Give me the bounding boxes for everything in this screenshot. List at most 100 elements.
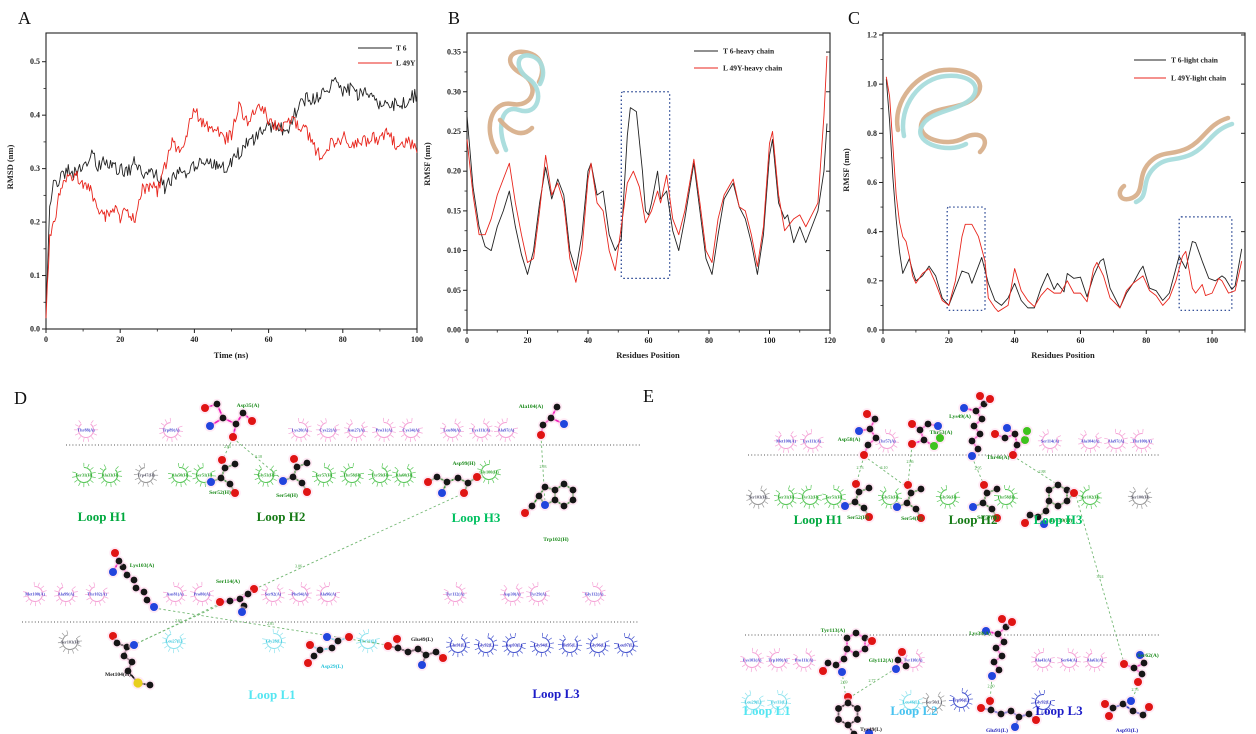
atom-c xyxy=(464,479,472,487)
hydrophobic-contact-arc: Ser114(A) xyxy=(1037,429,1063,453)
text-label: Ser52(H) xyxy=(209,489,231,496)
inset-heavy-chain-structure xyxy=(487,49,546,155)
hydrophobic-contact-arc: Gly96(L) xyxy=(585,632,611,658)
atom-n xyxy=(1003,424,1011,432)
text-label: Loop H2 xyxy=(257,509,306,524)
atom-c xyxy=(535,492,543,500)
atom-n xyxy=(1040,520,1048,528)
hydrophobic-contact-arc: Ser31(H) xyxy=(72,462,96,488)
atom-o xyxy=(917,514,925,522)
atom-n xyxy=(969,503,977,511)
hydrogen-bond xyxy=(540,435,546,504)
text-label: Gly53(H) xyxy=(257,473,275,478)
atom-c xyxy=(560,502,568,510)
text-label: Ala60(H) xyxy=(396,473,414,478)
text-label: Loop H1 xyxy=(794,512,843,527)
atom-c xyxy=(871,415,879,423)
atom-x xyxy=(1023,427,1031,435)
residue-ser54h: Ser54(H) xyxy=(276,453,313,499)
atom-c xyxy=(433,473,441,481)
text-label: Asp99(H) xyxy=(453,460,476,467)
text-label: 0 xyxy=(881,336,885,345)
atom-c xyxy=(835,705,842,712)
hydrophobic-contact-arc: Tyr32(H) xyxy=(797,484,822,510)
atom-c xyxy=(1034,513,1042,521)
hydrophobic-contact-arc: Lys20(A) xyxy=(287,417,313,443)
text-label: Lys20(A) xyxy=(292,428,309,433)
text-label: Ser51(H) xyxy=(196,473,213,478)
text-label: L 49Y-heavy chain xyxy=(723,64,783,73)
text-label: Leu27(L) xyxy=(165,639,183,644)
hydrophobic-contact-arc: Gly100(H) xyxy=(477,459,501,485)
text-label: Asn81(A) xyxy=(166,592,184,597)
text-label: 2.95 xyxy=(975,466,982,471)
residue-glu91l: Glu91(L) xyxy=(975,695,1042,734)
text-label: 0.10 xyxy=(447,246,461,255)
text-label: Ser103(H) xyxy=(749,495,768,500)
hydrophobic-contact-arc: Lys111(A) xyxy=(799,428,825,454)
text-label: Ala104(A) xyxy=(519,403,544,410)
atom-c xyxy=(1139,711,1147,719)
atom-c xyxy=(551,486,559,494)
atom-n xyxy=(238,608,246,616)
atom-c xyxy=(1140,659,1148,667)
hydrophobic-contact-arc: Gly28(L) xyxy=(262,628,286,654)
atom-o xyxy=(384,642,392,650)
text-label: Gly94(L) xyxy=(534,643,551,648)
atom-c xyxy=(560,480,568,488)
atom-c xyxy=(539,421,547,429)
atom-c xyxy=(972,407,980,415)
atom-c xyxy=(432,648,440,656)
text-label: Thr100(A) xyxy=(1132,439,1152,444)
hydrophobic-contact-arc: Tyr112(A) xyxy=(442,581,468,607)
atom-n xyxy=(438,489,446,497)
residue-ser114a: Ser114(A) xyxy=(214,578,260,618)
atom-o xyxy=(231,489,239,497)
atom-n xyxy=(1136,651,1144,659)
text-label: Met100(A) xyxy=(776,439,796,444)
chart-panel-b: 0 20 40 60 80 100 120 0.00 0.05 0.10 0.15 0.20 0.25 0… xyxy=(422,32,836,360)
text-label: Cys22(A) xyxy=(319,428,337,433)
hydrophobic-contact-arc: Ala99(A) xyxy=(54,582,78,607)
atom-x xyxy=(936,434,944,442)
atom-n xyxy=(418,661,426,669)
atom-c xyxy=(422,651,430,659)
hydrophobic-contact-arc: Ala63(A) xyxy=(1083,648,1107,673)
atom-c xyxy=(917,485,925,493)
atom-c xyxy=(865,484,873,492)
text-label: Trp96(L) xyxy=(953,698,970,703)
text-label: Ile95(L) xyxy=(563,643,578,648)
series-l-49y-heavy-chain xyxy=(466,56,828,283)
atom-c xyxy=(213,400,221,408)
text-label: 0.4 xyxy=(867,227,877,236)
atom-c xyxy=(968,437,976,445)
atom-c xyxy=(303,459,311,467)
text-label: Leu29(L) xyxy=(744,700,762,705)
atom-c xyxy=(123,571,131,579)
atom-c xyxy=(541,483,549,491)
atom-c xyxy=(1000,638,1008,646)
atom-c xyxy=(854,705,861,712)
atom-o xyxy=(1120,660,1128,668)
atom-o xyxy=(819,667,827,675)
text-label: Ser51(H) xyxy=(826,495,843,500)
atom-c xyxy=(120,652,128,660)
atom-x xyxy=(930,442,938,450)
text-label: 20 xyxy=(945,336,953,345)
hydrophobic-contact-arc: Met100(A) xyxy=(773,431,799,453)
atom-c xyxy=(970,422,978,430)
atom-o xyxy=(904,481,912,489)
text-label: Leu97(L) xyxy=(617,643,635,648)
text-label: Ala63(A) xyxy=(1087,658,1104,663)
hydrophobic-contact-arc: Ser57(H) xyxy=(311,462,336,488)
hydrogen-bond xyxy=(863,455,905,486)
text-label: Ser114(A) xyxy=(1041,439,1060,444)
atom-o xyxy=(1101,700,1109,708)
panel-c-letter: C xyxy=(848,8,861,28)
atom-o xyxy=(303,488,311,496)
text-label: Asp35(A) xyxy=(237,402,260,409)
text-label: Ala97(A) xyxy=(1108,439,1125,444)
atom-c xyxy=(987,706,995,714)
text-label: 60 xyxy=(265,335,273,344)
atom-o xyxy=(860,451,868,459)
